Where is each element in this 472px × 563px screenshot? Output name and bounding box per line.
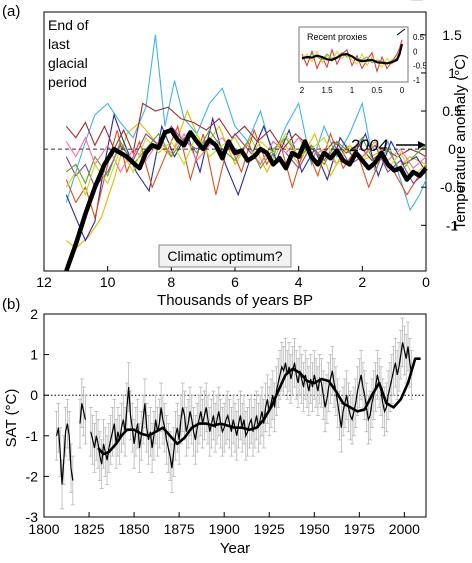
panel-b-annual-lines: [56, 342, 413, 485]
climatic-optimum-box: [158, 244, 292, 268]
inset-x-tick-label: 0.5: [371, 86, 383, 95]
inset-arrow: [396, 28, 406, 36]
panel-a-y-tick-label: -0.5: [440, 179, 464, 195]
panel-a-y-tick-label: 1: [448, 65, 456, 81]
end-of-glacial-line: glacial: [48, 55, 88, 71]
proxy-line-4: [65, 124, 427, 220]
proxy-line-5: [65, 102, 427, 162]
inset-x-tick-label: 1.5: [321, 86, 333, 95]
panel-b-x-tick-label: 1875: [164, 521, 195, 537]
panel-a-y-ticks: 1.5 1 0.5 0 -0.5 -1: [421, 27, 464, 233]
panel-b-y-tick-label: 0: [30, 387, 38, 403]
panel-b-x-tick-label: 1900: [209, 521, 240, 537]
panel-a-x-tick-label: 4: [295, 274, 303, 290]
panel-b-x-tick-label: 1800: [28, 521, 59, 537]
panel-a-y-tick-label: -1: [446, 217, 459, 233]
panel-b-x-tick-label: 1975: [344, 521, 375, 537]
panel-a-x-tick-label: 2: [358, 274, 366, 290]
annual-sat-line: [79, 403, 86, 424]
panel-b-x-tick-label: 1925: [254, 521, 285, 537]
panel-b-frame: [43, 313, 427, 518]
inset-mean-line: [301, 43, 404, 65]
inset-x-tick-label: 1: [350, 86, 355, 95]
panel-b-x-tick-label: 2000: [389, 521, 420, 537]
panel-b: (b) 1800 1825 1850 1875 1900 1925 1950 1975 2000…: [2, 0, 427, 557]
recent-proxies-inset: Recent proxies 2 1.5 1 0.5 0 0.5 0 -0.5 -1: [298, 26, 427, 95]
annual-sat-line: [56, 423, 74, 485]
inset-y-tick-label: 0: [413, 47, 418, 56]
climatic-optimum-label: Climatic optimum?: [167, 248, 282, 264]
panel-a-mean-line: [64, 127, 428, 272]
panel-a-y-tick-label: 1.5: [442, 27, 462, 43]
inset-y-tick-label: 0.5: [413, 33, 425, 42]
proxy-line-3: [65, 112, 427, 242]
panel-a-y-title: Temperature anomaly (°C): [452, 54, 469, 230]
inset-proxy-1: [301, 39, 403, 74]
end-of-glacial-line: last: [48, 36, 70, 52]
panel-b-x-tick-label: 1950: [299, 521, 330, 537]
inset-title: Recent proxies: [307, 32, 368, 42]
panel-b-x-title: Year: [220, 540, 250, 557]
panel-a-x-tick-label: 0: [422, 274, 430, 290]
panel-a-y-tick-label: 0.5: [442, 103, 462, 119]
end-of-glacial-line: End of: [48, 17, 89, 33]
inset-x-tick-label: 0: [400, 86, 405, 95]
panel-b-y-ticks: 2 1 0 -1 -2 -3: [26, 306, 49, 525]
panel-b-y-tick-label: 1: [30, 347, 38, 363]
panel-a-label: (a): [2, 3, 20, 20]
panel-a-x-ticks: 12 10 8 6 4 2 0: [36, 266, 430, 290]
inset-frame: [298, 26, 409, 83]
panel-b-y-title: SAT (°C): [3, 389, 20, 448]
inset-x-ticks: 2 1.5 1 0.5 0: [300, 86, 405, 95]
inset-y-tick-label: -0.5: [413, 62, 427, 71]
panel-a-x-tick-label: 8: [167, 274, 175, 290]
panel-a: (a) 12 10 8 6 4 2 0 1.510.50-0.5-1 Thousands o…: [2, 3, 469, 309]
inset-y-ticks: 0.5 0 -0.5 -1: [413, 33, 427, 85]
panel-a-x-tick-label: 10: [100, 274, 116, 290]
panel-b-x-tick-label: 1825: [73, 521, 104, 537]
panel-b-y-tick-label: -1: [26, 428, 39, 444]
panel-a-x-tick-label: 6: [231, 274, 239, 290]
panel-a-x-title: Thousands of years BP: [157, 292, 313, 309]
panel-a-x-tick-label: 12: [36, 274, 52, 290]
annual-sat-line: [90, 342, 413, 469]
year-2004-label: 2004: [349, 136, 388, 155]
panel-b-x-ticks: 1800 1825 1850 1875 1900 1925 1950 1975 2000: [28, 512, 420, 537]
end-of-glacial-annotation: End of last glacial period: [48, 17, 89, 90]
panel-b-x-tick-label: 1850: [119, 521, 150, 537]
end-of-glacial-line: period: [48, 74, 87, 90]
panel-b-y-tick-label: 2: [30, 306, 38, 322]
year-2004-arrow-head: [418, 141, 426, 149]
panel-a-y-tick-label: 0: [448, 141, 456, 157]
panel-b-label: (b): [2, 296, 20, 313]
inset-y-tick-label: -1: [413, 76, 421, 85]
inset-x-tick-label: 2: [300, 86, 305, 95]
panel-b-y-tick-label: -2: [26, 468, 39, 484]
panel-b-smoothed-line: [97, 357, 421, 456]
panel-b-y-tick-label: -3: [26, 509, 39, 525]
